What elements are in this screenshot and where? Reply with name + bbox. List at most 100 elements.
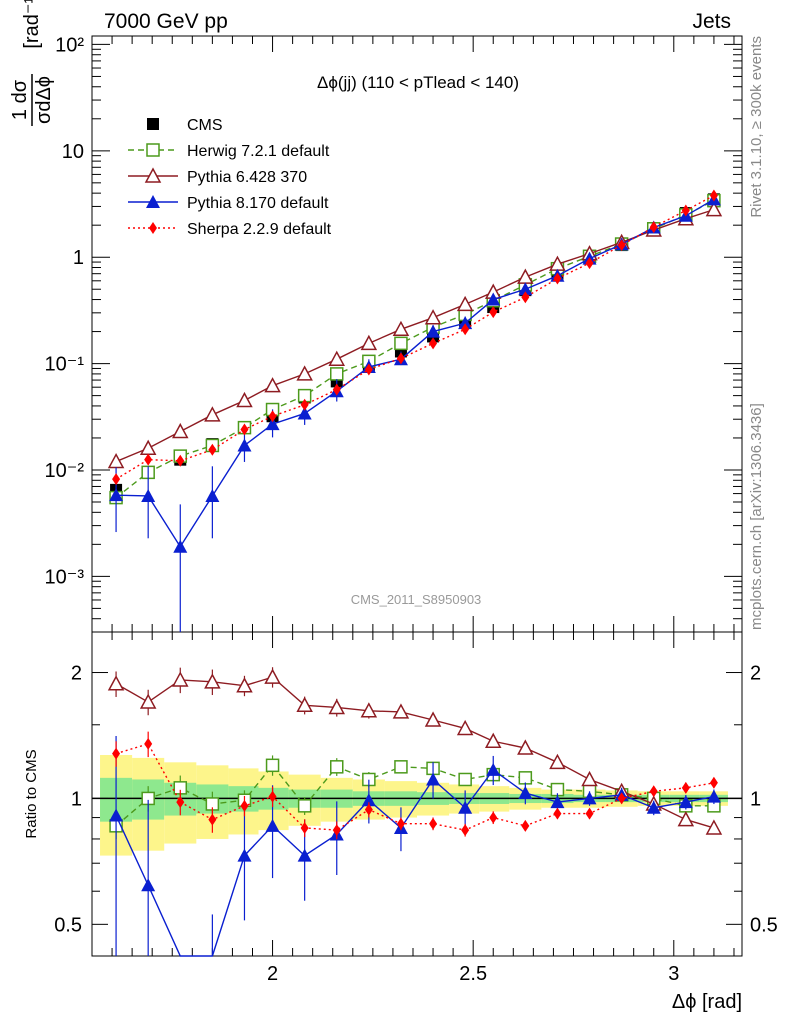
ratio-point (141, 878, 156, 892)
ratio-series-group (107, 667, 723, 957)
main-series-group (107, 189, 723, 632)
ratio-series-sherpa-2-2-9-default (112, 731, 718, 840)
data-point (396, 352, 405, 365)
ratio-point (521, 819, 530, 832)
data-point (518, 282, 533, 296)
ratio-point (396, 817, 405, 830)
data-point (709, 189, 718, 202)
ratio-y-tick-label-right: 2 (750, 663, 761, 685)
data-point (208, 443, 217, 456)
ratio-point (429, 817, 438, 830)
mcplots-label: mcplots.cern.ch [arXiv:1306.3436] (748, 403, 765, 630)
data-point (112, 473, 121, 486)
data-point (617, 239, 626, 252)
ratio-point (240, 799, 249, 812)
ratio-line-pythia-8-170-default (115, 768, 715, 957)
ratio-point (705, 819, 723, 835)
main-y-tick-label: 10⁻¹ (45, 354, 85, 376)
data-point (268, 410, 277, 423)
ratio-point (297, 848, 312, 862)
ratio-point (208, 813, 217, 826)
main-y-tick-label: 10² (55, 34, 84, 56)
watermark: CMS_2011_S8950903 (351, 592, 482, 607)
data-point (236, 391, 253, 408)
legend-label: Sherpa 2.2.9 default (187, 221, 332, 238)
ratio-point (332, 824, 341, 837)
x-axis-label: Δϕ [rad] (672, 991, 742, 1013)
data-point (204, 406, 221, 422)
data-point (394, 336, 408, 351)
main-y-tick-label: 10 (62, 141, 84, 163)
ratio-point (646, 800, 661, 814)
ratio-point (265, 818, 280, 832)
legend-marker (146, 195, 160, 208)
data-point (553, 272, 562, 285)
data-point (173, 539, 188, 553)
series-line-sherpa-2-2-9-default (115, 194, 715, 480)
series-pythia-8-170-default (109, 192, 721, 632)
ratio-point (392, 703, 410, 719)
ratio-series-pythia-6-428-370 (107, 667, 723, 835)
ratio-point (484, 732, 502, 749)
data-point (360, 334, 378, 351)
legend-label: Herwig 7.2.1 default (187, 143, 330, 160)
legend-marker (147, 118, 159, 130)
ratio-point (364, 803, 373, 816)
data-point (461, 323, 470, 336)
x-tick-label: 2 (267, 963, 278, 985)
ratio-point (678, 795, 693, 809)
ratio-point (172, 671, 189, 687)
legend-label: Pythia 6.428 370 (187, 169, 307, 186)
header-category: Jets (692, 10, 731, 33)
ratio-point (297, 799, 312, 813)
header-energy: 7000 GeV pp (104, 10, 228, 33)
data-point (237, 438, 252, 452)
ratio-point (458, 772, 472, 787)
data-point (392, 320, 410, 337)
ratio-point (361, 793, 376, 807)
data-point (265, 417, 280, 431)
ratio-point (330, 760, 344, 774)
main-y-tick-label: 10⁻³ (45, 566, 85, 588)
data-point (176, 454, 185, 467)
data-point (300, 398, 309, 411)
rivet-label: Rivet 3.1.10, ≥ 300k events (748, 36, 765, 218)
data-point (424, 309, 442, 325)
data-point (649, 221, 658, 234)
ratio-point (518, 786, 533, 800)
legend-marker (146, 143, 160, 157)
legend-entry-pythia-6-428-370: Pythia 6.428 370 (128, 167, 307, 186)
ratio-y-tick-label: 1 (71, 788, 82, 810)
ratio-series-pythia-8-170-default (109, 735, 721, 957)
legend: CMS Herwig 7.2.1 default Pythia 6.428 370 P… (128, 117, 332, 238)
ratio-point (709, 776, 718, 789)
ratio-point (677, 811, 695, 827)
ratio-point (300, 821, 309, 834)
ratio-point (204, 673, 221, 689)
legend-label: CMS (187, 117, 223, 134)
data-point (458, 316, 473, 330)
ratio-point (139, 693, 157, 709)
legend-entry-cms: CMS (147, 117, 223, 134)
legend-marker (149, 222, 157, 234)
data-point (109, 488, 124, 502)
data-point (297, 406, 312, 420)
ratio-point (461, 824, 470, 837)
ratio-y-tick-label: 2 (71, 663, 82, 685)
ratio-point (394, 760, 408, 774)
data-point (172, 422, 189, 439)
main-y-tick-label: 10⁻² (45, 460, 85, 482)
ratio-point (706, 789, 721, 803)
ratio-plot-frame (91, 631, 743, 957)
ratio-point (264, 668, 281, 684)
ratio-point (268, 790, 277, 803)
main-y-axis-formula: 1 dσ σdΔϕ [rad⁻¹] (9, 0, 55, 126)
data-point (296, 365, 313, 381)
y-label-denominator: σdΔϕ (33, 76, 55, 124)
data-point (144, 453, 153, 466)
data-point (426, 324, 441, 338)
data-point (205, 488, 220, 502)
main-title: Δϕ(jj) (110 < pTlead < 140) (317, 73, 519, 92)
series-line-pythia-8-170-default (116, 198, 715, 549)
ratio-point (176, 796, 185, 809)
